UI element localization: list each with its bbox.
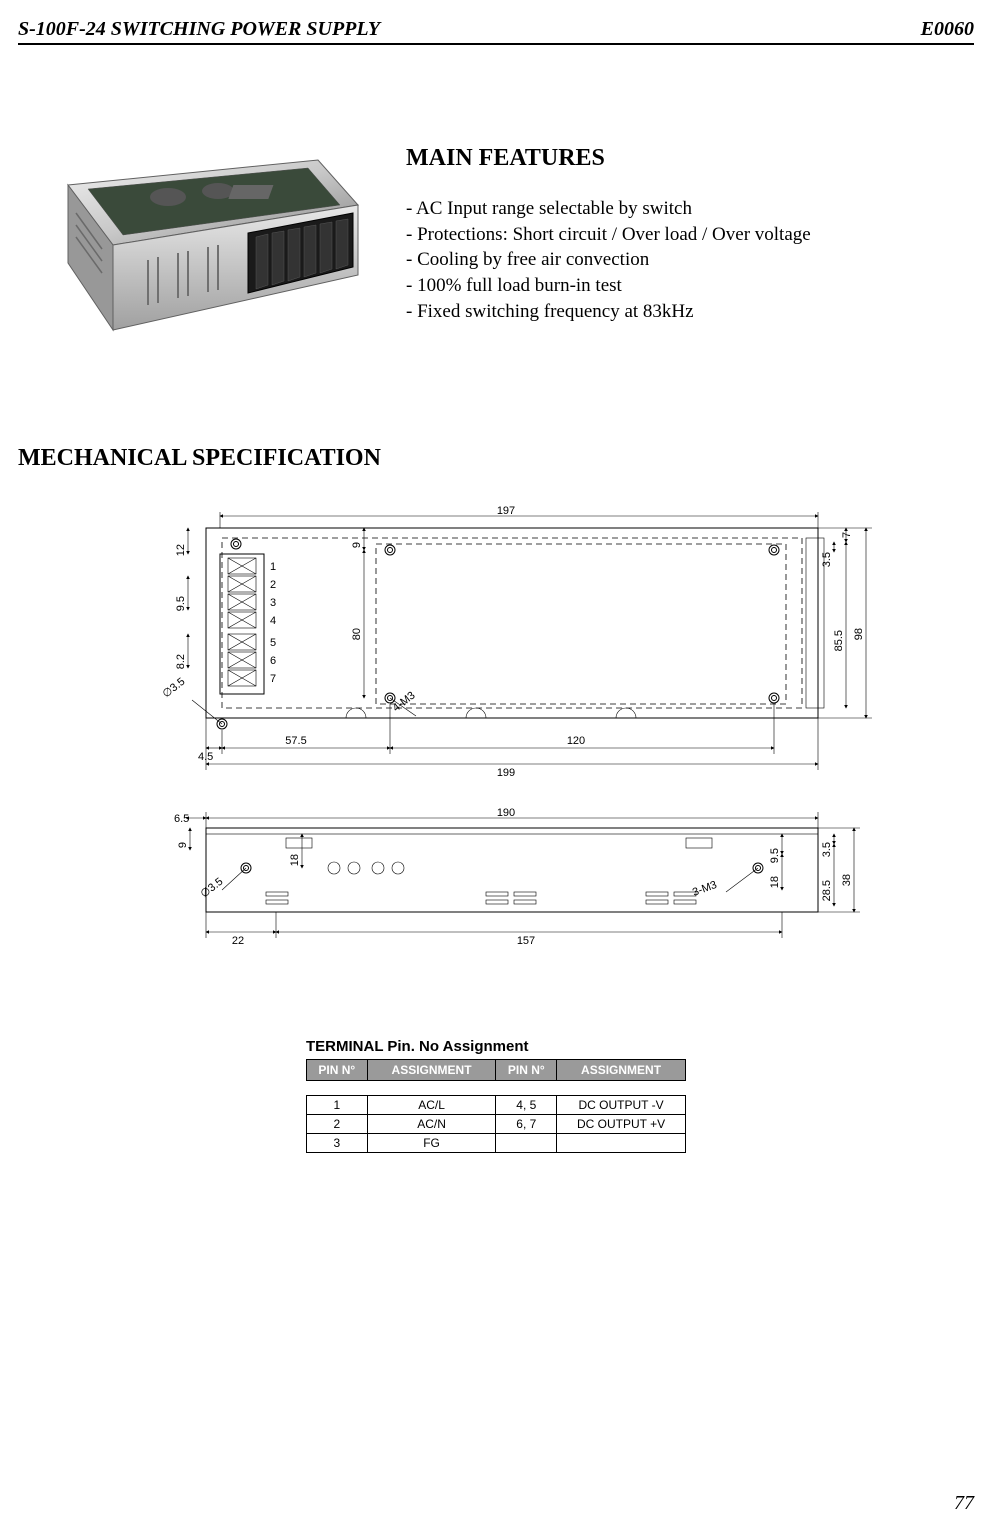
svg-text:12: 12 xyxy=(175,544,187,556)
svg-text:6.5: 6.5 xyxy=(174,813,189,825)
svg-text:18: 18 xyxy=(769,876,781,888)
svg-text:7: 7 xyxy=(270,673,276,685)
svg-text:28.5: 28.5 xyxy=(821,880,833,901)
feature-item: - Cooling by free air convection xyxy=(406,247,974,273)
svg-text:197: 197 xyxy=(497,505,515,517)
svg-text:6: 6 xyxy=(270,655,276,667)
features-block: MAIN FEATURES - AC Input range selectabl… xyxy=(406,145,974,355)
svg-text:3.5: 3.5 xyxy=(821,552,833,567)
feature-item: - 100% full load burn-in test xyxy=(406,273,974,299)
page-number: 77 xyxy=(954,1492,974,1515)
svg-text:5: 5 xyxy=(270,637,276,649)
col-pin: PIN N° xyxy=(307,1060,368,1081)
svg-text:3-M3: 3-M3 xyxy=(691,879,719,899)
svg-text:9.5: 9.5 xyxy=(175,596,187,611)
product-photo xyxy=(18,145,370,355)
table-row: 1 AC/L 4, 5 DC OUTPUT -V xyxy=(307,1096,686,1115)
top-section: MAIN FEATURES - AC Input range selectabl… xyxy=(18,145,974,355)
mech-drawing: .ln { stroke:#000; stroke-width:1; fill:… xyxy=(76,490,916,1010)
svg-text:85.5: 85.5 xyxy=(833,630,845,651)
table-row: 3 FG xyxy=(307,1134,686,1153)
svg-text:199: 199 xyxy=(497,767,515,779)
svg-text:7: 7 xyxy=(841,532,853,538)
features-title: MAIN FEATURES xyxy=(406,145,974,172)
feature-item: - Fixed switching frequency at 83kHz xyxy=(406,299,974,325)
terminal-title: TERMINAL Pin. No Assignment xyxy=(306,1038,686,1055)
svg-text:18: 18 xyxy=(289,854,301,866)
header-title: S-100F-24 SWITCHING POWER SUPPLY xyxy=(18,18,380,41)
svg-text:4: 4 xyxy=(270,615,276,627)
svg-text:120: 120 xyxy=(567,735,585,747)
svg-text:∅3.5: ∅3.5 xyxy=(160,676,187,701)
page-header: S-100F-24 SWITCHING POWER SUPPLY E0060 xyxy=(18,18,974,45)
svg-text:1: 1 xyxy=(270,561,276,573)
table-row: 2 AC/N 6, 7 DC OUTPUT +V xyxy=(307,1115,686,1134)
svg-text:2: 2 xyxy=(270,579,276,591)
feature-item: - AC Input range selectable by switch xyxy=(406,196,974,222)
svg-text:9: 9 xyxy=(177,842,189,848)
svg-text:22: 22 xyxy=(232,935,244,947)
col-pin2: PIN N° xyxy=(496,1060,557,1081)
features-list: - AC Input range selectable by switch - … xyxy=(406,196,974,324)
svg-text:157: 157 xyxy=(517,935,535,947)
col-assign2: ASSIGNMENT xyxy=(557,1060,686,1081)
svg-text:38: 38 xyxy=(841,874,853,886)
svg-text:190: 190 xyxy=(497,807,515,819)
header-code: E0060 xyxy=(921,18,974,41)
mech-title: MECHANICAL SPECIFICATION xyxy=(18,445,974,472)
terminal-table-body: 1 AC/L 4, 5 DC OUTPUT -V 2 AC/N 6, 7 DC … xyxy=(306,1095,686,1153)
svg-text:8.2: 8.2 xyxy=(175,654,187,669)
col-assign: ASSIGNMENT xyxy=(367,1060,496,1081)
svg-text:4-M3: 4-M3 xyxy=(390,689,417,714)
feature-item: - Protections: Short circuit / Over load… xyxy=(406,222,974,248)
terminal-table: PIN N° ASSIGNMENT PIN N° ASSIGNMENT xyxy=(306,1059,686,1081)
svg-text:57.5: 57.5 xyxy=(285,735,306,747)
svg-text:3.5: 3.5 xyxy=(821,842,833,857)
svg-text:80: 80 xyxy=(351,628,363,640)
svg-text:3: 3 xyxy=(270,597,276,609)
svg-text:4.5: 4.5 xyxy=(198,751,213,763)
svg-text:9.5: 9.5 xyxy=(769,848,781,863)
table-header-row: PIN N° ASSIGNMENT PIN N° ASSIGNMENT xyxy=(307,1060,686,1081)
svg-text:9: 9 xyxy=(351,542,363,548)
svg-text:98: 98 xyxy=(853,628,865,640)
svg-text:∅3.5: ∅3.5 xyxy=(198,876,225,901)
terminal-block: TERMINAL Pin. No Assignment PIN N° ASSIG… xyxy=(306,1038,686,1153)
